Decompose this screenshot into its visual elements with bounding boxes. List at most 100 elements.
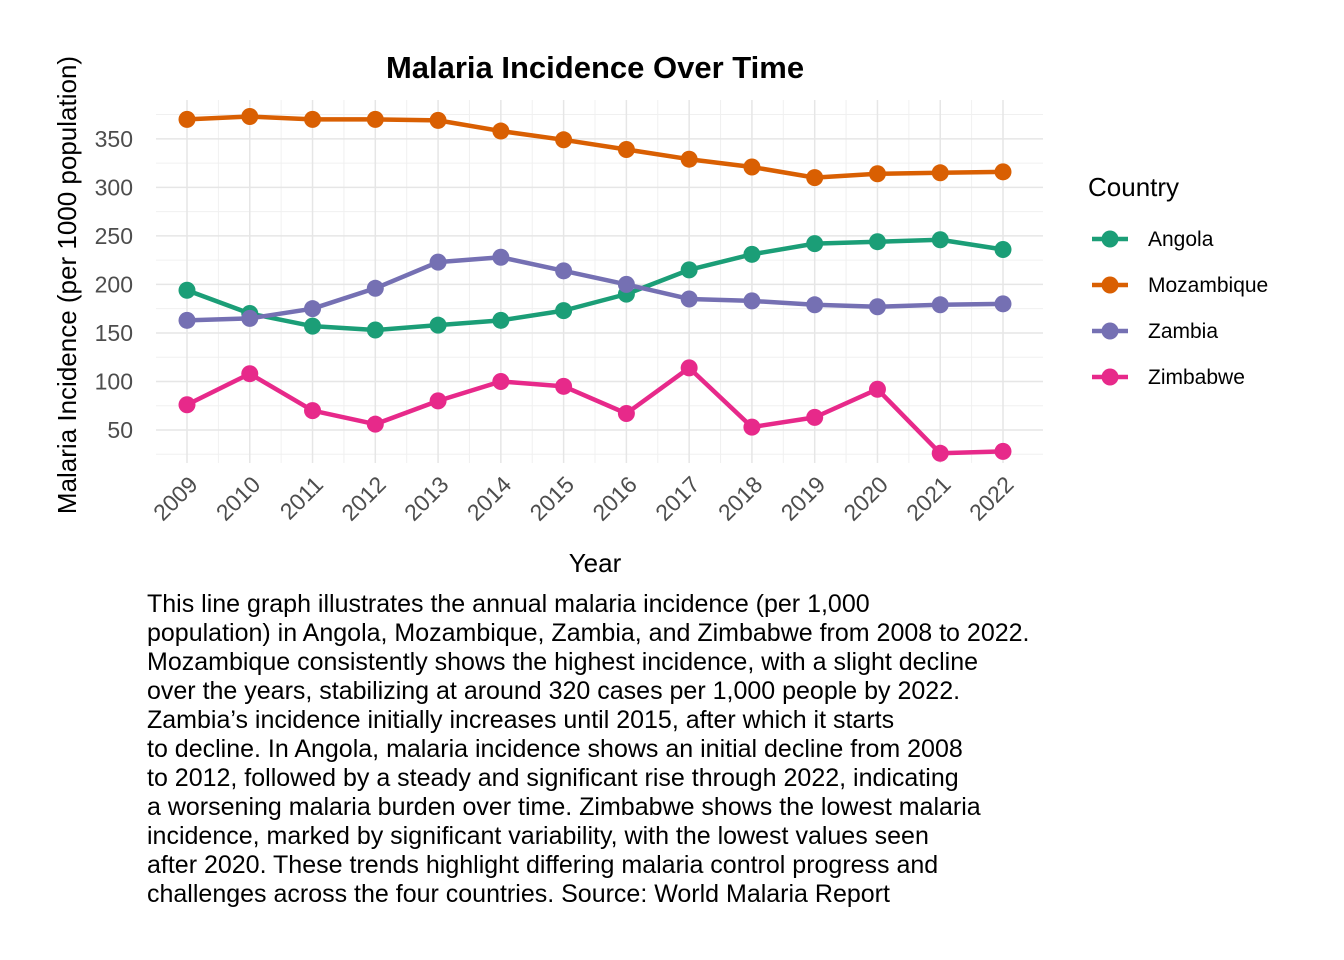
data-point-zimbabwe	[617, 405, 635, 422]
x-tick-label: 2014	[462, 471, 517, 526]
x-tick-label: 2020	[838, 471, 893, 526]
gridlines	[156, 100, 1043, 463]
data-point-zimbabwe	[680, 359, 698, 377]
data-point-zambia	[178, 311, 196, 329]
data-point-angola	[994, 240, 1012, 258]
data-point-zambia	[429, 253, 447, 271]
chart-title: Malaria Incidence Over Time	[386, 50, 804, 85]
data-point-angola	[555, 302, 573, 320]
data-point-zimbabwe	[868, 380, 886, 398]
data-point-angola	[366, 321, 384, 339]
data-point-zambia	[241, 309, 259, 327]
series-line-mozambique	[184, 114, 1006, 180]
data-point-zimbabwe	[241, 365, 259, 383]
data-point-zimbabwe	[178, 396, 196, 414]
caption-line: population) in Angola, Mozambique, Zambi…	[147, 619, 1030, 647]
y-tick-label: 350	[95, 126, 133, 152]
caption-line: to decline. In Angola, malaria incidence…	[147, 735, 963, 763]
y-tick-label: 150	[95, 320, 133, 346]
data-point-angola	[743, 245, 761, 263]
data-point-zimbabwe	[806, 408, 824, 426]
legend-swatch-point-zimbabwe	[1101, 368, 1119, 386]
data-point-mozambique	[680, 150, 698, 168]
y-tick-labels: 50 100 150 200 250 300 350	[95, 126, 133, 443]
data-point-zimbabwe	[429, 392, 447, 410]
x-tick-label: 2018	[713, 471, 768, 526]
data-point-zambia	[931, 296, 949, 314]
legend-swatch-point-mozambique	[1101, 276, 1119, 294]
data-point-zimbabwe	[492, 372, 510, 390]
series-line-angola	[184, 237, 1006, 333]
data-point-zambia	[304, 300, 322, 318]
x-tick-label: 2016	[587, 471, 642, 526]
data-point-zimbabwe	[994, 442, 1012, 460]
caption-line: to 2012, followed by a steady and signif…	[147, 764, 959, 792]
chart-caption: This line graph illustrates the annual m…	[147, 590, 1147, 909]
data-point-mozambique	[555, 131, 573, 149]
data-point-mozambique	[743, 158, 761, 176]
x-tick-label: 2022	[964, 471, 1019, 526]
x-tick-label: 2010	[211, 471, 266, 526]
data-point-angola	[931, 231, 949, 249]
y-tick-label: 200	[95, 271, 133, 297]
x-axis-label: Year	[569, 548, 622, 578]
data-point-zambia	[492, 248, 510, 266]
data-point-zimbabwe	[366, 415, 384, 433]
data-point-mozambique	[806, 169, 824, 187]
data-point-angola	[304, 317, 322, 335]
data-point-mozambique	[178, 110, 196, 128]
x-tick-label: 2019	[776, 471, 831, 526]
data-point-angola	[806, 235, 824, 253]
data-point-zambia	[555, 262, 573, 280]
legend-label-zambia: Zambia	[1148, 320, 1218, 343]
caption-line: incidence, marked by significant variabi…	[147, 822, 929, 850]
legend-title: Country	[1088, 172, 1179, 202]
data-point-zambia	[743, 292, 761, 310]
data-point-mozambique	[931, 164, 949, 182]
x-tick-label: 2011	[275, 471, 328, 524]
x-tick-label: 2012	[336, 471, 391, 526]
y-tick-label: 250	[95, 223, 133, 249]
data-point-angola	[680, 261, 698, 279]
data-point-angola	[868, 233, 886, 251]
series-line-zambia	[184, 254, 1006, 323]
caption-line: after 2020. These trends highlight diffe…	[147, 851, 939, 879]
data-point-angola	[178, 281, 196, 299]
caption-line: Zambia’s incidence initially increases u…	[147, 706, 895, 734]
data-point-mozambique	[366, 110, 384, 128]
data-point-mozambique	[492, 122, 510, 140]
x-tick-labels: 2009 2010 2011 2012 2013 2014 2015 2016 2017 2018…	[148, 471, 1019, 526]
y-tick-label: 100	[95, 368, 133, 394]
data-point-mozambique	[429, 111, 447, 129]
caption-line: challenges across the four countries. So…	[147, 880, 890, 908]
x-tick-label: 2017	[650, 471, 705, 526]
data-point-angola	[492, 311, 510, 329]
data-point-zambia	[806, 296, 824, 314]
legend: Country Angola Mozambique Zambia Zimbabwe	[1088, 172, 1268, 389]
data-point-zambia	[366, 279, 384, 297]
legend-label-zimbabwe: Zimbabwe	[1148, 366, 1245, 389]
data-point-zambia	[994, 295, 1012, 313]
data-point-zimbabwe	[304, 402, 322, 420]
data-point-mozambique	[994, 163, 1012, 181]
x-tick-label: 2013	[399, 471, 454, 526]
caption-line: Mozambique consistently shows the highes…	[147, 648, 979, 676]
caption-line: over the years, stabilizing at around 32…	[147, 677, 961, 705]
data-point-zimbabwe	[555, 377, 573, 395]
y-tick-label: 300	[95, 174, 133, 200]
data-point-angola	[429, 316, 447, 334]
data-point-zambia	[617, 275, 635, 293]
data-point-mozambique	[868, 165, 886, 183]
legend-swatch-point-zambia	[1101, 322, 1119, 340]
x-tick-label: 2015	[525, 471, 580, 526]
x-tick-label: 2021	[901, 471, 956, 526]
legend-swatch-point-angola	[1101, 230, 1119, 248]
y-tick-label: 50	[107, 417, 133, 443]
x-tick-label: 2009	[148, 471, 203, 526]
series-group	[178, 108, 1012, 462]
data-point-mozambique	[617, 141, 635, 158]
data-point-zimbabwe	[931, 444, 949, 462]
legend-label-angola: Angola	[1148, 228, 1214, 251]
legend-items: Angola Mozambique Zambia Zimbabwe	[1092, 228, 1268, 389]
